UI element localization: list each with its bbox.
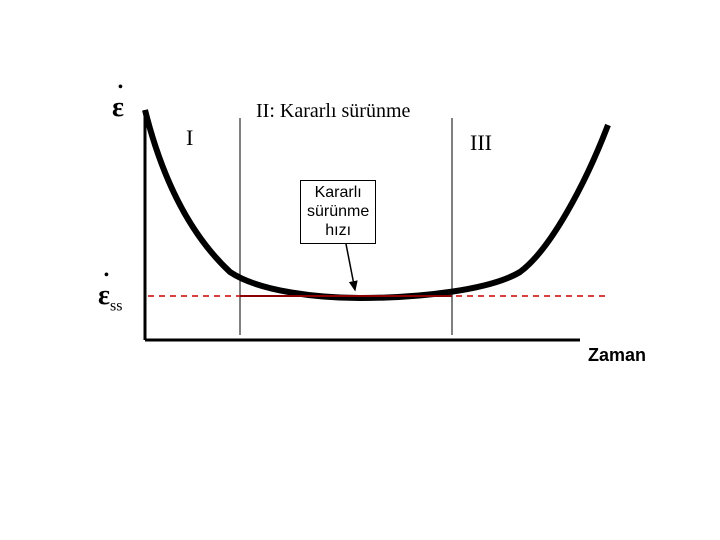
callout-line2: sürünme bbox=[307, 202, 369, 221]
region-I-label: I bbox=[186, 125, 193, 151]
region-II-label: II: Kararlı sürünme bbox=[256, 100, 410, 123]
epsilon-ss-label: • εss bbox=[98, 280, 122, 316]
epsilon-ss-symbol: ε bbox=[98, 280, 110, 311]
callout-line3: hızı bbox=[307, 221, 369, 240]
epsilon-symbol: ε bbox=[112, 92, 124, 123]
callout-arrow bbox=[346, 244, 355, 290]
y-axis-label: • ε bbox=[112, 92, 124, 124]
x-axis-label: Zaman bbox=[588, 345, 646, 366]
epsilon-ss-subscript: ss bbox=[110, 298, 122, 315]
callout-line1: Kararlı bbox=[307, 183, 369, 202]
creep-rate-diagram: • ε • εss I II: Kararlı sürünme III Kara… bbox=[0, 0, 720, 540]
creep-rate-curve bbox=[145, 110, 608, 298]
steady-state-callout: Kararlı sürünme hızı bbox=[300, 180, 376, 244]
region-III-label: III bbox=[470, 130, 492, 156]
